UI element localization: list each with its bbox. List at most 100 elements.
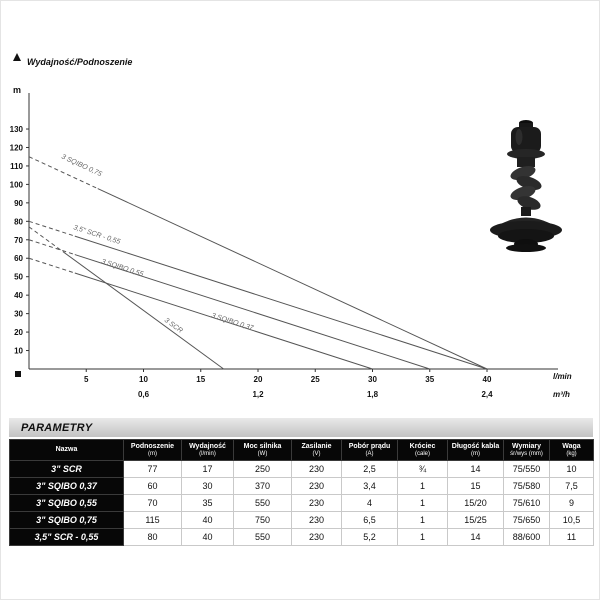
column-header: Podnoszenie (m)	[123, 439, 182, 461]
table-row: 3" SQIBO 0,37 60 30 370 230 3,4 1 15 75/580 7,5	[9, 477, 594, 495]
column-header: Moc silnika (W)	[233, 439, 292, 461]
y-tick-label: 10	[14, 347, 23, 356]
y-tick-label: 110	[10, 162, 23, 171]
value-cell: 4	[341, 494, 398, 512]
x-tick-label: 35	[425, 375, 434, 384]
value-cell: 2,5	[341, 460, 398, 478]
parameters-table: Nazwa Podnoszenie (m) Wydajność (l/min) Moc s…	[9, 439, 594, 546]
value-cell: 15/25	[447, 511, 504, 529]
column-header: Pobór prądu (A)	[341, 439, 398, 461]
y-tick-label: 70	[14, 236, 23, 245]
value-cell: 10,5	[549, 511, 594, 529]
y-tick-label: 60	[14, 254, 23, 263]
column-header: Nazwa	[9, 439, 124, 461]
x-tick-label: 40	[483, 375, 492, 384]
column-header: Waga (kg)	[549, 439, 594, 461]
table-row: 3" SCR 77 17 250 230 2,5 ¾ 14 75/550 10	[9, 460, 594, 478]
value-cell: 750	[233, 511, 292, 529]
value-cell: 230	[291, 528, 342, 546]
value-cell: 230	[291, 460, 342, 478]
y-tick-label: 80	[14, 217, 23, 226]
x-tick-label: 5	[84, 375, 89, 384]
value-cell: 15/20	[447, 494, 504, 512]
value-cell: 14	[447, 460, 504, 478]
column-header: Wymiary śr/wys (mm)	[503, 439, 550, 461]
value-cell: 230	[291, 494, 342, 512]
series-line-dashed	[28, 239, 75, 256]
performance-chart: Wydajność/Podnoszenie m 10 20 30 40 50 60 70 80 90…	[10, 53, 572, 399]
x2-tick-label: 1,8	[367, 390, 379, 399]
y-tick-label: 40	[14, 291, 23, 300]
value-cell: 9	[549, 494, 594, 512]
value-cell: 230	[291, 511, 342, 529]
series-line-dashed	[28, 156, 98, 190]
value-cell: 35	[181, 494, 234, 512]
value-cell: 70	[123, 494, 182, 512]
x-tick-label: 10	[139, 375, 148, 384]
value-cell: 7,5	[549, 477, 594, 495]
y-tick-label: 130	[10, 125, 24, 134]
table-row: 3,5" SCR - 0,55 80 40 550 230 5,2 1 14 88/600 11	[9, 528, 594, 546]
model-name-cell: 3" SCR	[9, 460, 124, 478]
column-header: Zasilanie (V)	[291, 439, 342, 461]
value-cell: 75/550	[503, 460, 550, 478]
origin-marker	[15, 371, 21, 377]
column-header: Długość kabla (m)	[447, 439, 504, 461]
table-row: 3" SQIBO 0,75 115 40 750 230 6,5 1 15/25 75/650 1…	[9, 511, 594, 529]
model-name-cell: 3" SQIBO 0,75	[9, 511, 124, 529]
value-cell: 11	[549, 528, 594, 546]
x2-axis-unit: m³/h	[553, 390, 570, 399]
series-line	[63, 251, 224, 370]
value-cell: 80	[123, 528, 182, 546]
value-cell: 60	[123, 477, 182, 495]
model-name-cell: 3,5" SCR - 0,55	[9, 528, 124, 546]
value-cell: 550	[233, 494, 292, 512]
x-tick-label: 15	[196, 375, 205, 384]
x-tick-label: 30	[368, 375, 377, 384]
value-cell: 5,2	[341, 528, 398, 546]
value-cell: 17	[181, 460, 234, 478]
series-line	[74, 272, 373, 370]
table-header-row: Nazwa Podnoszenie (m) Wydajność (l/min) Moc s…	[9, 439, 594, 461]
value-cell: 1	[397, 511, 448, 529]
y-axis-unit: m	[13, 85, 21, 95]
series-line-dashed	[28, 226, 64, 253]
value-cell: 230	[291, 477, 342, 495]
value-cell: 550	[233, 528, 292, 546]
value-cell: 75/650	[503, 511, 550, 529]
column-header: Wydajność (l/min)	[181, 439, 234, 461]
chart-title: Wydajność/Podnoszenie	[27, 57, 132, 67]
value-cell: 3,4	[341, 477, 398, 495]
pump-product-image	[490, 120, 562, 252]
value-cell: 370	[233, 477, 292, 495]
x2-tick-label: 1,2	[252, 390, 264, 399]
value-cell: 1	[397, 477, 448, 495]
value-cell: 77	[123, 460, 182, 478]
value-cell: 250	[233, 460, 292, 478]
x2-tick-label: 2,4	[481, 390, 493, 399]
series-line-dashed	[28, 257, 75, 274]
pump-illustration	[490, 120, 562, 252]
parameters-section-title: PARAMETRY	[21, 421, 93, 434]
value-cell: 40	[181, 511, 234, 529]
series-label: 3 SQIBO 0,75	[60, 153, 103, 178]
column-header: Króciec (cale)	[397, 439, 448, 461]
y-tick-label: 100	[10, 180, 24, 189]
value-cell: 10	[549, 460, 594, 478]
up-arrow-icon	[13, 53, 21, 61]
table-row: 3" SQIBO 0,55 70 35 550 230 4 1 15/20 75/610 9	[9, 494, 594, 512]
value-cell: 14	[447, 528, 504, 546]
x2-tick-label: 0,6	[138, 390, 150, 399]
parameters-section-header: PARAMETRY	[9, 418, 593, 437]
series-line	[74, 235, 488, 370]
x-tick-label: 20	[254, 375, 263, 384]
y-tick-label: 90	[14, 199, 23, 208]
series-line	[97, 188, 488, 370]
model-name-cell: 3" SQIBO 0,37	[9, 477, 124, 495]
value-cell: 88/600	[503, 528, 550, 546]
value-cell: 1	[397, 494, 448, 512]
value-cell: 30	[181, 477, 234, 495]
series-line	[74, 254, 430, 370]
series-line-dashed	[28, 220, 75, 237]
value-cell: 15	[447, 477, 504, 495]
